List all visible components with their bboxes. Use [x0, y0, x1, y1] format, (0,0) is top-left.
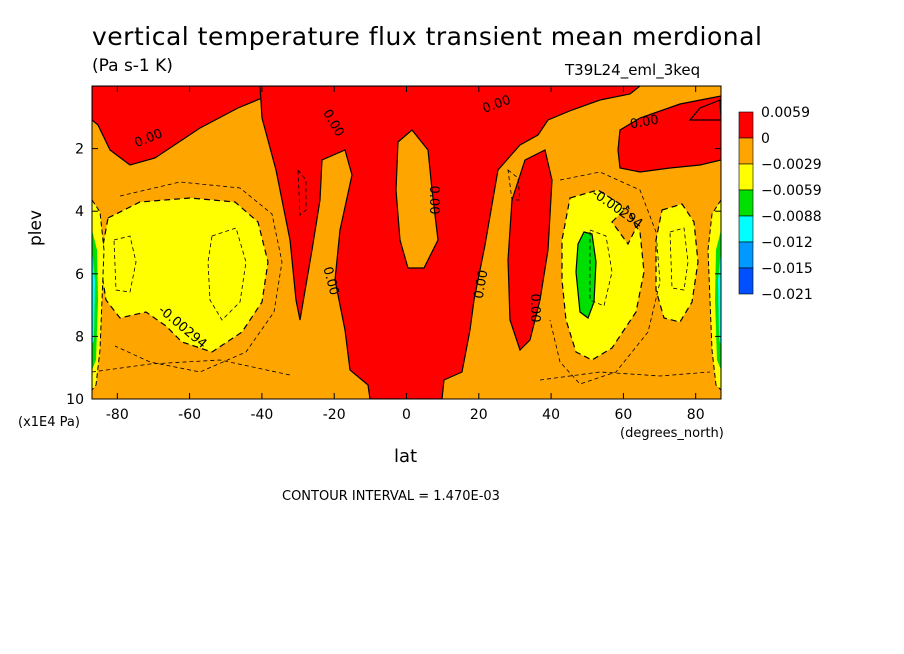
- colorbar-swatch: [738, 267, 754, 295]
- y-tick-label: 8: [75, 329, 84, 345]
- x-axis-units: (degrees_north): [620, 426, 724, 441]
- colorbar-label: −0.012: [761, 235, 813, 251]
- contour-label: 0.00: [319, 265, 341, 297]
- colorbar-swatch: [738, 241, 754, 269]
- x-tick-label: 80: [687, 407, 705, 423]
- green-core: [575, 231, 597, 319]
- contour-label: 0.00: [426, 186, 441, 215]
- x-tick-label: 60: [614, 407, 632, 423]
- x-axis-label: lat: [394, 446, 418, 467]
- colorbar-label: 0: [761, 131, 770, 147]
- x-tick-label: -20: [323, 407, 346, 423]
- polar-edges: [92, 199, 721, 391]
- colorbar-swatch: [738, 163, 754, 191]
- y-tick-label: 10: [66, 392, 84, 408]
- x-tick-label: 0: [402, 407, 411, 423]
- colorbar-swatch: [738, 189, 754, 217]
- y-tick-label: 2: [75, 142, 84, 158]
- colorbar-label: 0.0059: [761, 105, 810, 121]
- axes: -80 -60 -40 -20 0 20 40 60 80 2 4 6 8 10: [66, 86, 721, 423]
- colorbar-label: −0.0029: [761, 157, 822, 173]
- x-tick-label: 40: [542, 407, 560, 423]
- chart-title: vertical temperature flux transient mean…: [92, 22, 763, 51]
- colorbar-swatch: [738, 137, 754, 165]
- colorbar-label: −0.0059: [761, 183, 822, 199]
- chart-units: (Pa s-1 K): [92, 56, 173, 76]
- colorbar-label: −0.0088: [761, 209, 822, 225]
- y-tick-label: 6: [75, 267, 84, 283]
- x-tick-label: -60: [178, 407, 201, 423]
- colorbar-swatch: [738, 215, 754, 243]
- run-name: T39L24_eml_3keq: [565, 61, 701, 79]
- y-tick-label: 4: [75, 204, 84, 220]
- x-tick-label: 20: [470, 407, 488, 423]
- y-axis-units: (x1E4 Pa): [18, 415, 80, 430]
- y-axis-label: plev: [26, 209, 46, 246]
- x-tick-label: -40: [250, 407, 273, 423]
- colorbar-swatch: [738, 111, 754, 139]
- contour-interval: CONTOUR INTERVAL = 1.470E-03: [282, 489, 500, 504]
- negative-regions: [99, 189, 699, 361]
- contour-label: 0.00: [527, 294, 542, 323]
- positive-regions: [92, 86, 721, 399]
- thin-contours: [92, 168, 711, 385]
- colorbar-label: −0.015: [761, 261, 813, 277]
- contour-label: 0.00: [472, 269, 492, 300]
- contour-label: 0.00: [629, 113, 660, 133]
- plot-area: [92, 86, 721, 399]
- colorbar: 0.0059 0 −0.0029 −0.0059 −0.0088 −0.012 −0.015…: [738, 105, 822, 303]
- colorbar-label: −0.021: [761, 287, 813, 303]
- x-tick-label: -80: [106, 407, 129, 423]
